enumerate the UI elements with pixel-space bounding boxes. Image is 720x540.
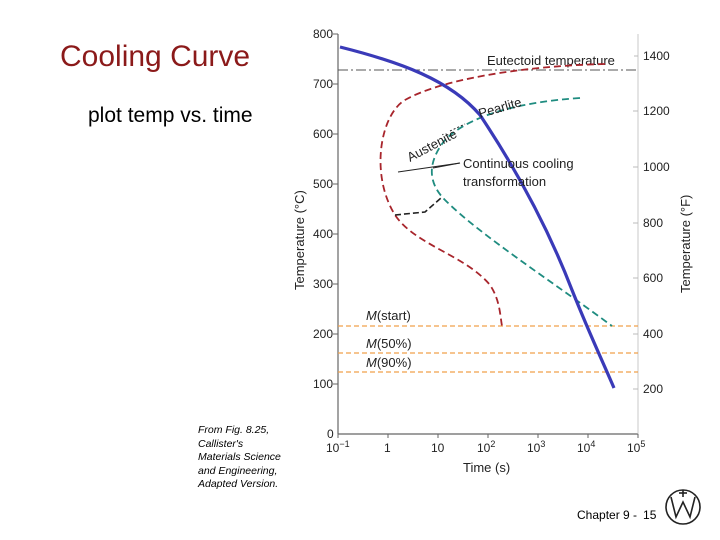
m-start-label: M(start) <box>366 308 411 323</box>
cct-label-line1: Continuous cooling <box>463 156 574 171</box>
ytick-c-500: 500 <box>313 177 333 191</box>
x-ticks: 10−1 1 10 102 103 104 105 <box>326 434 645 455</box>
ytick-f-1000: 1000 <box>643 160 670 174</box>
austenite-leader <box>449 123 466 132</box>
ytick-c-200: 200 <box>313 327 333 341</box>
ytick-c-300: 300 <box>313 277 333 291</box>
eutectoid-label: Eutectoid temperature <box>487 53 615 68</box>
xtick-4: 103 <box>527 439 545 455</box>
credit-line: Callister's <box>198 437 244 450</box>
xtick-3: 102 <box>477 439 495 455</box>
ytick-f-200: 200 <box>643 382 663 396</box>
x-axis-label: Time (s) <box>463 460 510 475</box>
ytick-c-100: 100 <box>313 377 333 391</box>
y-ticks-celsius: 800 700 600 500 400 300 200 100 0 <box>313 27 338 441</box>
wiley-logo-icon <box>665 489 701 525</box>
ytick-c-400: 400 <box>313 227 333 241</box>
page-number: 15 <box>643 508 657 522</box>
xtick-1: 1 <box>384 441 391 455</box>
slide-subtitle: plot temp vs. time <box>88 104 253 127</box>
chapter-label: Chapter 9 - <box>577 508 638 522</box>
cct-label-line2: transformation <box>463 174 546 189</box>
transformation-finish-curve <box>430 97 613 327</box>
chapter-footer: Chapter 9 - 15 <box>577 508 656 522</box>
cct-leader-finish <box>432 162 461 169</box>
xtick-0: 10−1 <box>326 439 350 455</box>
austenite-label: Austenite <box>404 126 459 165</box>
ytick-f-400: 400 <box>643 327 663 341</box>
y-axis-label-celsius: Temperature (°C) <box>292 190 307 290</box>
transformation-start-curve <box>379 63 606 327</box>
eutectoid-label-bg <box>484 52 634 68</box>
xtick-5: 104 <box>577 439 595 455</box>
credit-line: Adapted Version. <box>198 478 279 490</box>
slide-title: Cooling Curve <box>60 40 251 73</box>
ytick-f-600: 600 <box>643 271 663 285</box>
ytick-c-600: 600 <box>313 127 333 141</box>
ytick-c-700: 700 <box>313 77 333 91</box>
credit-line: From Fig. 8.25, <box>198 424 270 436</box>
m50-label: M(50%) <box>366 336 412 351</box>
ytick-f-1200: 1200 <box>643 104 670 118</box>
pearlite-label: Pearlite <box>477 94 524 121</box>
credit-line: and Engineering, <box>198 464 278 477</box>
ytick-c-800: 800 <box>313 27 333 41</box>
credit-line: Materials Science <box>198 451 281 463</box>
xtick-2: 10 <box>431 441 445 455</box>
transformation-boundary <box>394 197 442 216</box>
xtick-6: 105 <box>627 439 645 455</box>
figure-credit: From Fig. 8.25, Callister's Materials Sc… <box>198 424 308 492</box>
ytick-c-0: 0 <box>327 427 334 441</box>
ytick-f-800: 800 <box>643 216 663 230</box>
y-axis-label-fahrenheit: Temperature (°F) <box>678 195 693 293</box>
cooling-curve <box>339 45 616 389</box>
m90-label: M(90%) <box>366 355 412 370</box>
ytick-f-1400: 1400 <box>643 49 670 63</box>
y-ticks-fahrenheit: 1400 1200 1000 800 600 400 200 <box>633 49 670 396</box>
